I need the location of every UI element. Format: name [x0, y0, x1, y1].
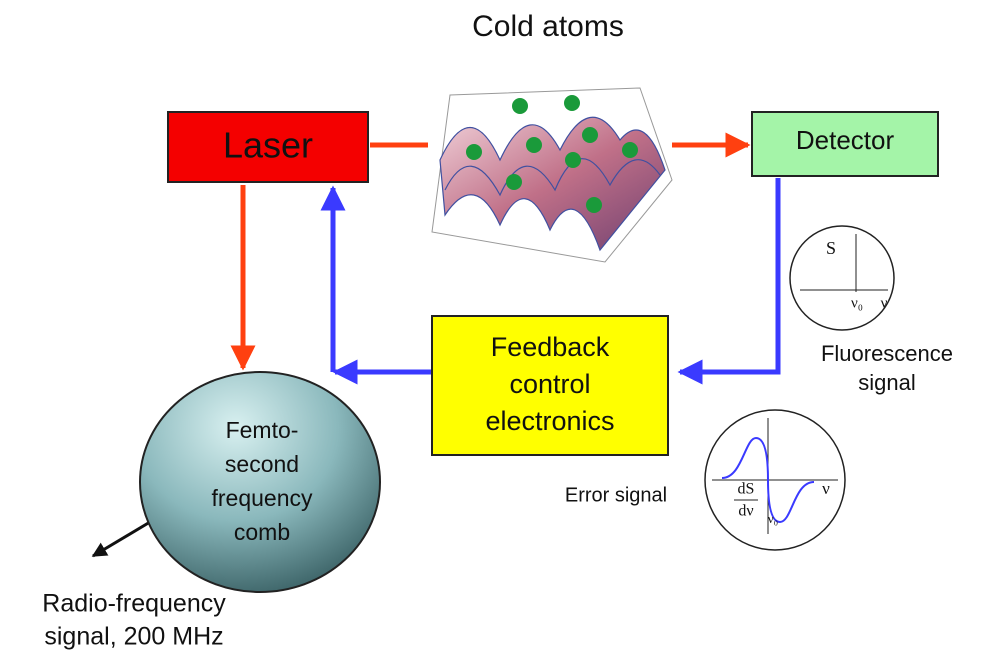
inset-label: ν — [881, 295, 888, 311]
comb-label: second — [225, 451, 299, 477]
inset-label: ν — [822, 479, 830, 498]
feedback-label: control — [509, 369, 590, 399]
error-label: Error signal — [565, 484, 667, 506]
detector-label: Detector — [796, 125, 895, 155]
radio-label: Radio-frequency — [42, 590, 226, 618]
comb-label: frequency — [211, 485, 313, 511]
inset-label: ν₀ — [768, 511, 778, 526]
radio-label: signal, 200 MHz — [44, 623, 223, 651]
comb-circle — [140, 372, 380, 592]
lattice-image — [432, 88, 672, 262]
comb-label: comb — [234, 519, 290, 545]
title: Cold atoms — [472, 10, 624, 43]
feedback-label: electronics — [485, 406, 614, 436]
laser-label: Laser — [223, 125, 313, 166]
feedback-label: Feedback — [491, 332, 610, 362]
inset-label: ν₀ — [851, 295, 863, 311]
comb-label: Femto- — [226, 417, 299, 443]
error-inset: dS dν ν₀ ν — [705, 410, 845, 550]
fluorescence-label: signal — [858, 370, 915, 395]
fluorescence-label: Fluorescence — [821, 341, 953, 366]
inset-label: dν — [738, 503, 753, 520]
inset-label: S — [826, 238, 836, 258]
diagram: Cold atoms Laser Detector Feedback contr… — [0, 0, 983, 664]
inset-label: dS — [738, 481, 755, 498]
fluorescence-inset: S ν₀ ν — [790, 226, 900, 330]
